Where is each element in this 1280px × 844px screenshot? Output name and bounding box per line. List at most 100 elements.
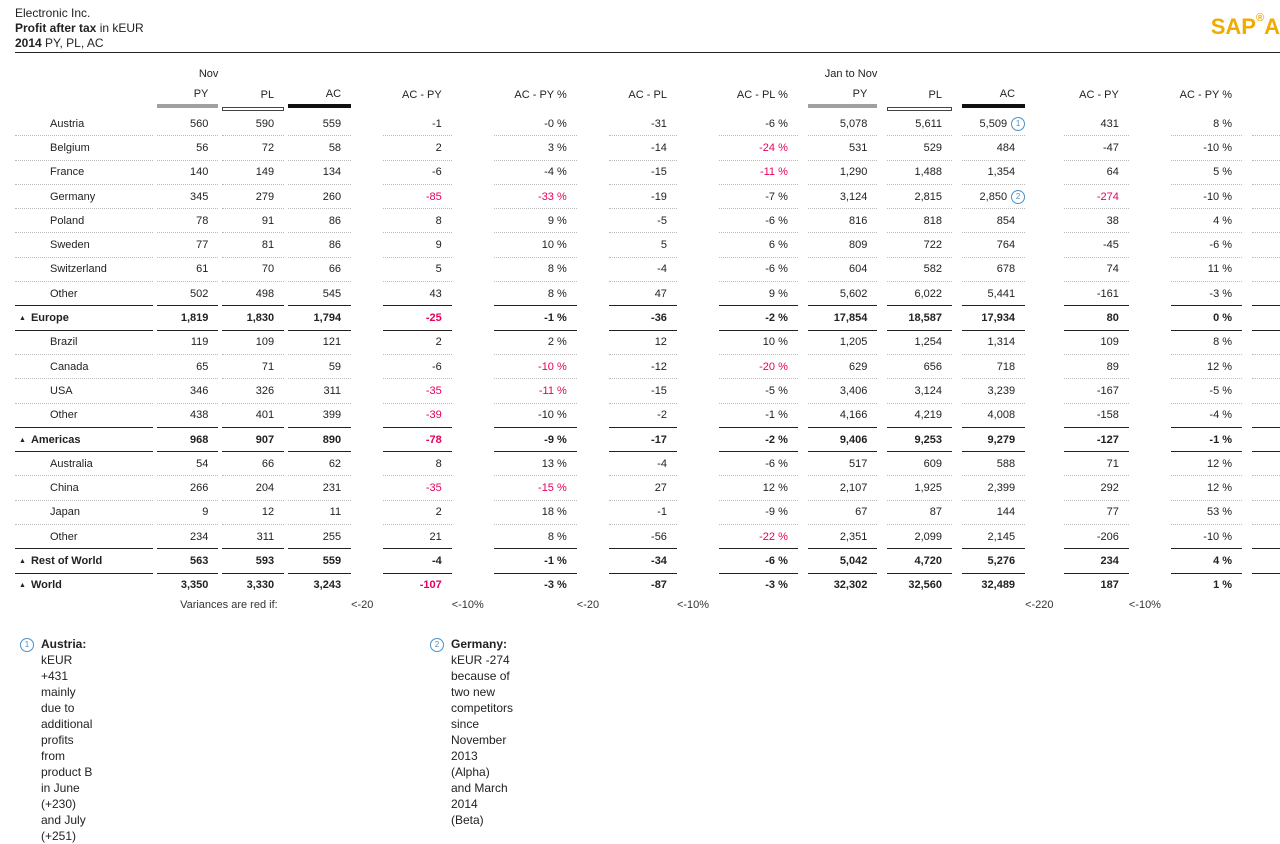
value-cell: -9 % <box>719 500 798 526</box>
value-cell: 656 <box>887 354 953 380</box>
column-gap <box>577 282 609 306</box>
value-cell: 529 <box>887 135 953 161</box>
cell-value: 32,302 <box>833 579 868 592</box>
cell-value: 234 <box>1100 554 1119 567</box>
cell-value: -10 % <box>538 409 567 422</box>
column-gap <box>952 184 962 208</box>
column-gap <box>351 306 383 330</box>
cell-value: -3 % <box>544 579 567 592</box>
column-gap <box>1242 500 1252 524</box>
variance-threshold: <-10% <box>676 598 710 611</box>
cell-value: -127 <box>1096 433 1119 446</box>
column-gap <box>798 500 808 524</box>
row-end <box>1252 573 1280 597</box>
cell-value: 87 <box>929 506 943 519</box>
column-gap <box>798 427 808 451</box>
column-gap <box>1129 452 1171 476</box>
company-name: Electronic Inc. <box>15 6 91 20</box>
column-gap <box>677 452 719 476</box>
table-row: Sweden 77 81 86 9 10 % 5 6 % 809 722 764 -45 -6 % <box>15 232 1280 258</box>
column-gap <box>877 282 887 306</box>
column-gap <box>1242 476 1252 500</box>
cell-value: 582 <box>923 263 943 276</box>
cell-value: 54 <box>196 457 209 470</box>
table-row: Japan 9 12 11 2 18 % -1 -9 % 67 87 144 77 53 % <box>15 500 1280 526</box>
collapse-triangle-icon[interactable]: ▲ <box>19 436 26 444</box>
column-gap <box>351 112 383 136</box>
row-end <box>1252 232 1280 258</box>
collapse-triangle-icon[interactable]: ▲ <box>19 315 26 323</box>
cell-value: 4,008 <box>987 409 1016 422</box>
column-gap <box>351 80 383 106</box>
cell-value: 1,488 <box>914 166 943 179</box>
column-gap <box>1025 233 1063 257</box>
value-cell: 54 <box>156 451 219 477</box>
cell-value: -3 % <box>1209 287 1233 300</box>
value-cell: 311 <box>287 378 352 404</box>
table-row: Other 438 401 399 -39 -10 % -2 -1 % 4,166 4,219 4,… <box>15 403 1280 428</box>
column-header: AC - PL <box>628 89 667 101</box>
value-cell: 629 <box>807 354 878 380</box>
cell-value: 346 <box>190 384 209 397</box>
collapse-triangle-icon[interactable]: ▲ <box>19 582 26 590</box>
value-cell: 1,794 <box>287 305 352 331</box>
cell-value: 1,205 <box>839 336 868 349</box>
cell-value: 109 <box>255 336 275 349</box>
row-label[interactable]: ▲ Americas <box>15 427 154 453</box>
value-cell: -4 <box>383 548 452 574</box>
value-cell: 80 <box>1063 305 1129 331</box>
column-gap <box>452 282 494 306</box>
column-gap <box>887 597 952 613</box>
value-cell: -206 <box>1063 524 1129 550</box>
report-year: 2014 <box>15 36 42 50</box>
cell-value: 109 <box>1100 336 1119 349</box>
column-gap <box>877 379 887 403</box>
cell-value: 9 % <box>768 287 788 300</box>
cell-value: 629 <box>848 360 868 373</box>
scenario-marker-py <box>807 104 878 112</box>
cell-value: 502 <box>190 287 209 300</box>
cell-value: 559 <box>322 117 342 130</box>
value-cell: 8 <box>383 451 452 477</box>
value-cell: 5,602 <box>807 281 878 307</box>
column-gap <box>798 112 808 136</box>
cell-value: 231 <box>322 482 342 495</box>
cell-value: -10 % <box>1203 190 1233 203</box>
cell-value: -6 % <box>765 554 788 567</box>
row-label[interactable]: ▲ World <box>15 573 153 597</box>
column-gap <box>798 136 808 160</box>
value-cell: 3 % <box>493 135 577 161</box>
row-label[interactable]: ▲ Europe <box>15 305 154 331</box>
value-cell: 8 % <box>1170 330 1243 355</box>
value-cell: 71 <box>221 354 285 380</box>
column-gap <box>1129 500 1171 524</box>
row-label-text: Poland <box>50 214 85 227</box>
column-gap <box>952 136 962 160</box>
value-cell: 311 <box>221 524 285 550</box>
value-cell: 61 <box>156 257 219 283</box>
table-row: Other 502 498 545 43 8 % 47 9 % 5,602 6,022 5,441 -… <box>15 281 1280 307</box>
value-cell: 260 <box>287 184 352 210</box>
cell-value: -2 <box>657 409 667 422</box>
row-label-text: Sweden <box>50 239 90 252</box>
column-gap <box>577 184 609 208</box>
row-label[interactable]: ▲ Rest of World <box>15 548 154 574</box>
value-cell: -6 % <box>1170 232 1243 258</box>
cell-value: -2 % <box>765 312 788 325</box>
value-cell: 809 <box>807 232 878 258</box>
variance-rule-label: Variances are red if: <box>180 598 278 611</box>
value-cell: 18 % <box>493 500 577 526</box>
collapse-triangle-icon[interactable]: ▲ <box>19 557 26 565</box>
column-gap <box>877 306 887 330</box>
note-reference-icon[interactable]: 2 <box>1011 189 1026 204</box>
column-gap <box>1025 427 1063 451</box>
table-row: Austria 560 590 559 -1 -0 % -31 -6 % 5,078 5,611 5… <box>15 112 1280 137</box>
value-cell: 89 <box>1063 354 1129 380</box>
column-gap <box>877 62 887 80</box>
column-gap <box>1129 306 1171 330</box>
note-reference-icon[interactable]: 1 <box>1011 116 1026 131</box>
cell-value: -274 <box>1096 190 1119 203</box>
value-cell: 9 % <box>719 281 798 307</box>
row-label-text: Americas <box>30 433 81 446</box>
cell-value: 588 <box>996 457 1016 470</box>
